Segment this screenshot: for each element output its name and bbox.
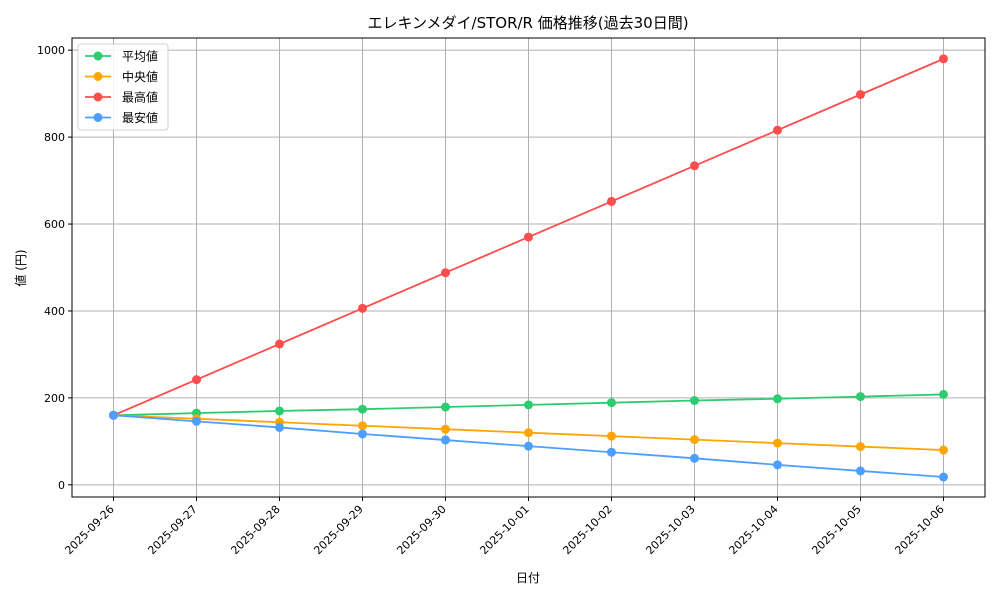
data-point	[524, 232, 533, 242]
data-point	[524, 400, 533, 410]
x-axis-label: 日付	[516, 571, 540, 585]
data-point	[939, 389, 948, 399]
data-point	[607, 398, 616, 408]
series-group	[109, 54, 948, 482]
x-tick-label: 2025-09-28	[228, 503, 282, 557]
data-point	[358, 421, 367, 431]
legend-item: 最安値	[85, 110, 158, 125]
data-point	[275, 339, 284, 349]
y-tick-label: 0	[58, 479, 65, 492]
x-tick-label: 2025-10-06	[892, 503, 946, 557]
data-point	[690, 435, 699, 445]
legend-label: 中央値	[122, 69, 158, 84]
data-point	[690, 161, 699, 171]
data-point	[939, 445, 948, 455]
legend-label: 最高値	[122, 90, 158, 105]
legend-box	[77, 43, 169, 131]
data-point	[275, 406, 284, 416]
data-point	[939, 472, 948, 482]
legend-item: 中央値	[85, 69, 158, 84]
series-3	[109, 410, 948, 482]
x-tick-label: 2025-10-03	[643, 503, 697, 557]
legend-label: 最安値	[122, 110, 158, 125]
legend-marker	[93, 113, 103, 122]
x-tick-label: 2025-09-26	[62, 503, 116, 557]
data-point	[441, 424, 450, 434]
data-point	[856, 442, 865, 452]
data-point	[441, 435, 450, 445]
y-axis-label: 値 (円)	[13, 249, 28, 286]
x-tick-label: 2025-10-01	[477, 503, 531, 557]
series-0	[109, 389, 948, 420]
legend-label: 平均値	[122, 49, 158, 64]
series-2	[109, 54, 948, 420]
x-tick-label: 2025-10-02	[560, 503, 614, 557]
data-point	[773, 438, 782, 448]
data-point	[939, 54, 948, 64]
y-tick-label: 800	[44, 131, 65, 144]
legend-marker	[93, 92, 103, 102]
data-point	[358, 404, 367, 414]
data-point	[524, 428, 533, 438]
data-point	[358, 303, 367, 313]
data-point	[524, 441, 533, 451]
y-tick-label: 1000	[37, 44, 65, 57]
data-point	[773, 394, 782, 404]
data-point	[773, 460, 782, 470]
x-tick-label: 2025-09-30	[394, 503, 448, 557]
data-point	[607, 196, 616, 206]
y-tick-label: 200	[44, 392, 65, 405]
legend-item: 平均値	[85, 49, 158, 64]
x-tick-label: 2025-10-04	[726, 503, 780, 557]
data-point	[856, 392, 865, 402]
legend-marker	[93, 72, 103, 81]
x-axis: 2025-09-26 2025-09-27 2025-09-28 2025-09-29…	[62, 497, 947, 557]
data-point	[856, 466, 865, 476]
y-axis: 0 200 400 600 800 1000	[37, 44, 72, 492]
x-tick-label: 2025-09-29	[311, 503, 365, 557]
y-tick-label: 600	[44, 218, 65, 231]
data-point	[690, 396, 699, 406]
legend-marker	[93, 51, 103, 61]
data-point	[358, 429, 367, 439]
data-point	[856, 90, 865, 100]
data-point	[109, 410, 118, 420]
chart-title: エレキンメダイ/STOR/R 価格推移(過去30日間)	[367, 14, 688, 32]
grid	[72, 38, 985, 497]
data-point	[441, 268, 450, 278]
y-tick-label: 400	[44, 305, 65, 318]
data-point	[275, 422, 284, 432]
data-point	[607, 447, 616, 457]
data-point	[773, 125, 782, 135]
data-point	[192, 416, 201, 426]
data-point	[192, 375, 201, 385]
legend-item: 最高値	[85, 90, 158, 105]
x-tick-label: 2025-09-27	[145, 503, 199, 557]
data-point	[690, 453, 699, 463]
x-tick-label: 2025-10-05	[809, 503, 863, 557]
data-point	[441, 402, 450, 412]
data-point	[607, 431, 616, 441]
